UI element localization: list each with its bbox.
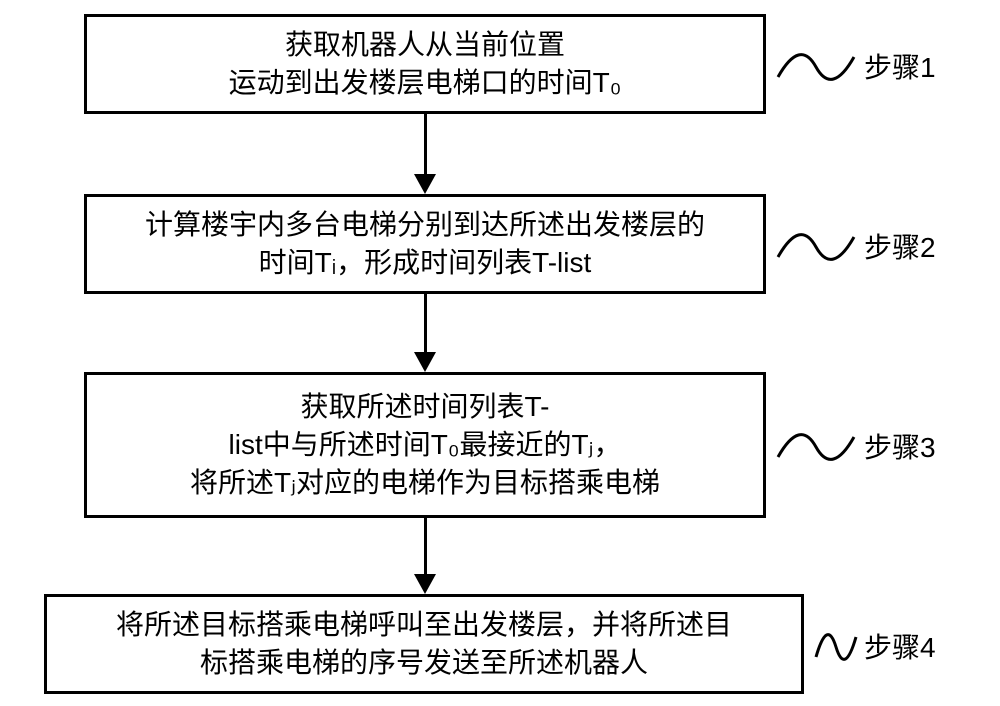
flowchart-canvas: 获取机器人从当前位置运动到出发楼层电梯口的时间T₀ 计算楼宇内多台电梯分别到达所述… bbox=[0, 0, 1000, 706]
brace3 bbox=[776, 420, 856, 474]
step1-box: 获取机器人从当前位置运动到出发楼层电梯口的时间T₀ bbox=[84, 14, 766, 114]
step4-box-text: 将所述目标搭乘电梯呼叫至出发楼层，并将所述目标搭乘电梯的序号发送至所述机器人 bbox=[116, 606, 732, 682]
step2-label: 步骤2 bbox=[864, 226, 936, 266]
step1-label: 步骤1 bbox=[864, 46, 936, 86]
step4-box: 将所述目标搭乘电梯呼叫至出发楼层，并将所述目标搭乘电梯的序号发送至所述机器人 bbox=[44, 594, 804, 694]
step1-box-text: 获取机器人从当前位置运动到出发楼层电梯口的时间T₀ bbox=[229, 26, 622, 102]
brace4 bbox=[814, 620, 858, 674]
arrow2-line bbox=[424, 294, 427, 356]
arrow1-line bbox=[424, 114, 427, 178]
step2-box: 计算楼宇内多台电梯分别到达所述出发楼层的时间Tᵢ，形成时间列表T-list bbox=[84, 194, 766, 294]
step3-box: 获取所述时间列表T-list中与所述时间T₀最接近的Tⱼ，将所述Tⱼ对应的电梯作… bbox=[84, 372, 766, 518]
arrow3-head bbox=[414, 574, 436, 594]
arrow3-line bbox=[424, 518, 427, 578]
step3-box-text: 获取所述时间列表T-list中与所述时间T₀最接近的Tⱼ，将所述Tⱼ对应的电梯作… bbox=[190, 388, 660, 501]
brace1 bbox=[776, 40, 856, 94]
step4-label: 步骤4 bbox=[864, 626, 936, 666]
arrow2-head bbox=[414, 352, 436, 372]
brace2 bbox=[776, 220, 856, 274]
step3-label: 步骤3 bbox=[864, 426, 936, 466]
step2-box-text: 计算楼宇内多台电梯分别到达所述出发楼层的时间Tᵢ，形成时间列表T-list bbox=[145, 206, 705, 282]
arrow1-head bbox=[414, 174, 436, 194]
